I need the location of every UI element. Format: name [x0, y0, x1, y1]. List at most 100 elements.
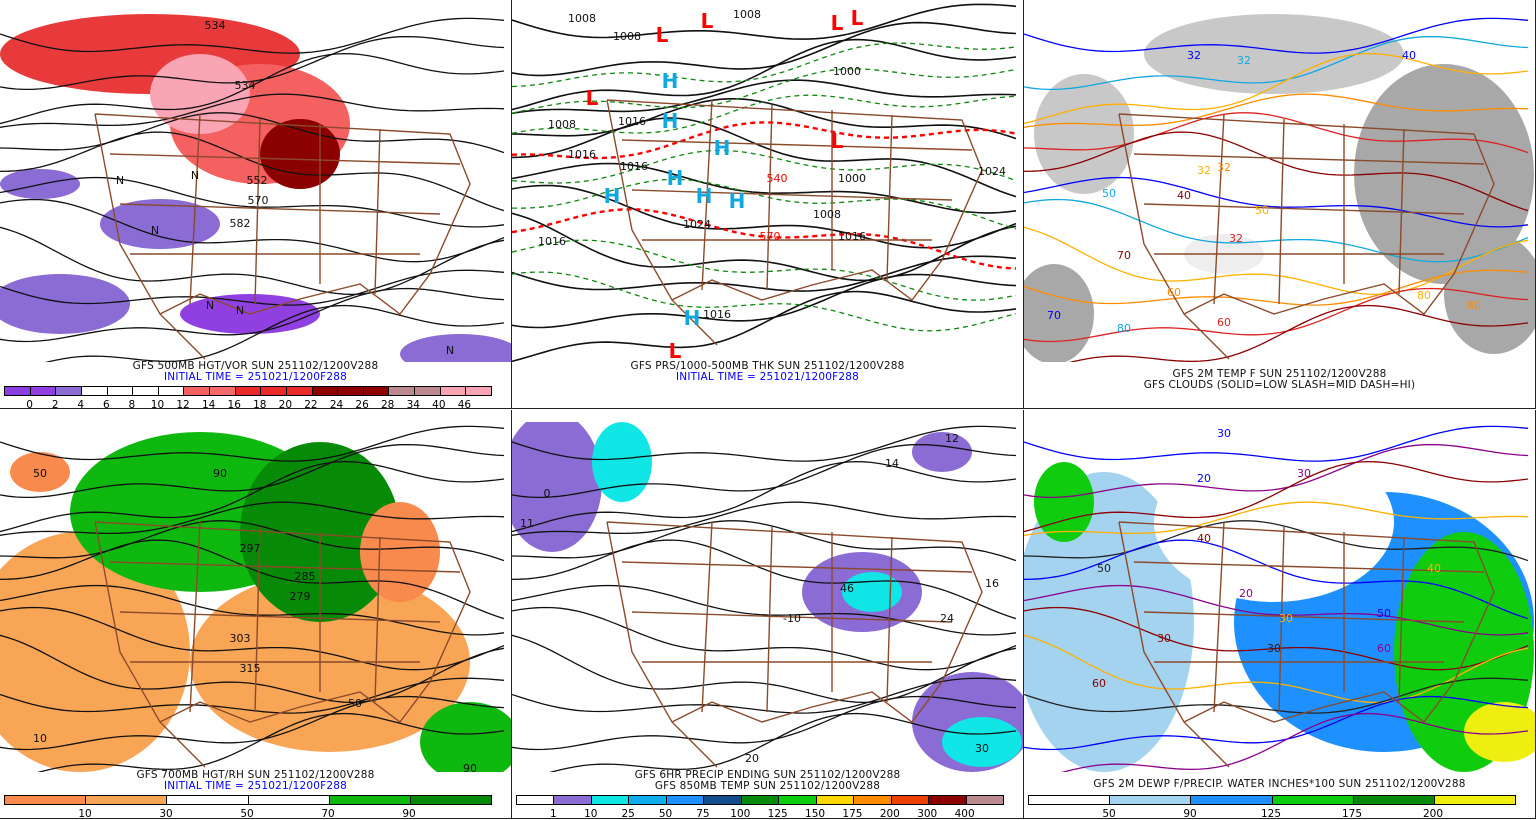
- shaded-region: [1354, 64, 1534, 284]
- colorbar-tick-label: 90: [402, 808, 416, 820]
- colorbar-tick-label: 8: [128, 399, 136, 411]
- contour-label: 50: [1102, 187, 1116, 200]
- contour-line: [0, 176, 505, 228]
- contour-line: [0, 460, 505, 533]
- colorbar-tick-label: 200: [879, 808, 900, 820]
- contour-label: 80: [1417, 289, 1431, 302]
- contour-line: [1024, 35, 1529, 91]
- contour-line: [1024, 198, 1529, 263]
- colorbar-tick-label: 4: [77, 399, 85, 411]
- panel-mslp-thickness: 1008 1008 1008 1008 1016 1016 1016 1016 1016 1016…: [512, 0, 1024, 409]
- contour-label: 70: [1117, 249, 1131, 262]
- map-2m-dewp-pwat: 30 30 30 30 30 20 20 40 40 50 50 60 60: [1024, 422, 1535, 772]
- contour-label: 1000: [833, 65, 861, 78]
- shaded-region: [1034, 74, 1134, 194]
- colorbar-segment: [440, 387, 467, 395]
- state-boundaries: [94, 113, 471, 360]
- contour-line: [1024, 52, 1529, 125]
- colorbar-tick-label: 10: [584, 808, 598, 820]
- thickness-line: [512, 68, 1017, 114]
- shaded-region: [1464, 702, 1535, 762]
- contour-label: 32: [1217, 161, 1231, 174]
- contour-label: 30: [1157, 632, 1171, 645]
- thickness-line: [512, 149, 1017, 184]
- contour-label: 1016: [703, 308, 731, 321]
- contour-label: 40: [1197, 532, 1211, 545]
- shaded-region: [512, 422, 602, 552]
- shaded-region: [400, 334, 511, 362]
- colorbar-segment: [466, 387, 491, 395]
- colorbar-tick-label: 12: [176, 399, 190, 411]
- map-caption: GFS 2M DEWP F/PRECIP. WATER INCHES*100 S…: [1093, 778, 1466, 790]
- colorbar-tick-label: 1: [550, 808, 557, 820]
- thickness-line: [512, 42, 1017, 88]
- contour-label: 20: [1239, 587, 1253, 600]
- colorbar-tick-label: 100: [730, 808, 751, 820]
- high-pressure-marker: H: [714, 136, 731, 160]
- colorbar-tick-label: 400: [954, 808, 975, 820]
- colorbar-tick-label: 28: [380, 399, 395, 411]
- map-700mb-hgt-rh: 279 285 297 303 315 50 50 90 90 10: [0, 422, 511, 772]
- contour-label: 285: [295, 570, 316, 583]
- contour-label: 60: [1167, 286, 1181, 299]
- contour-label: 40: [1177, 189, 1191, 202]
- contour-line: [1024, 695, 1529, 751]
- contour-label: 46: [840, 582, 854, 595]
- thickness-line: [512, 121, 1017, 160]
- contour-line: [1024, 443, 1529, 499]
- colorbar-segment: [741, 796, 780, 804]
- colorbar-segment: [210, 387, 236, 395]
- panel-500mb-hgt-vor: 534 534 552 570 582 N N N N N N GFS 500MB HGT/VOR S…: [0, 0, 512, 411]
- contour-label: 70: [1047, 309, 1061, 322]
- colorbar-segment: [5, 796, 87, 804]
- contour-label: N: [446, 344, 454, 357]
- initial-time: INITIAL TIME = 251021/1200F288: [163, 371, 348, 383]
- contour-line: [37, 712, 505, 772]
- contour-line: [0, 198, 505, 263]
- colorbar-tick-label: 175: [842, 808, 863, 820]
- contour-label: 30: [1217, 427, 1231, 440]
- shaded-region: [0, 274, 130, 334]
- contour-line: [0, 269, 505, 306]
- colorbar-ticks: 0 2 4 6 8 10 12 14 16 18 20 22 24 26 28 34 40 46: [4, 399, 492, 411]
- contour-label: 1016: [538, 235, 566, 248]
- contour-line: [512, 98, 1017, 140]
- shaded-region: [942, 717, 1022, 767]
- contour-line: [1024, 131, 1529, 212]
- panel-6hr-precip-850-temp: 12 14 16 24 30 46 11 0 -10 20 GFS 6HR PRECIP ENDIN…: [512, 410, 1024, 820]
- colorbar-segment: [891, 796, 930, 804]
- colorbar-tick-label: 70: [321, 808, 335, 820]
- contour-line: [512, 273, 1017, 329]
- contour-line: [0, 520, 505, 562]
- contour-label: N: [206, 299, 214, 312]
- contour-label: N: [191, 169, 199, 182]
- initial-time: INITIAL TIME = 251021/1200F288: [675, 371, 860, 383]
- colorbar-tick-label: 125: [1260, 808, 1282, 820]
- contour-line: [512, 162, 1017, 214]
- contour-line: [1024, 460, 1529, 533]
- contour-line: [0, 17, 505, 54]
- colorbar-segment: [286, 387, 313, 395]
- contour-line: [1024, 425, 1529, 462]
- colorbar-segment: [1191, 796, 1273, 804]
- colorbar-segment: [1353, 796, 1435, 804]
- map-caption: GFS 6HR PRECIP ENDING SUN 251102/1200V28…: [634, 769, 901, 781]
- contour-label: 20: [1197, 472, 1211, 485]
- contour-label: 50: [348, 697, 362, 710]
- colorbar-tick-label: 10: [150, 399, 165, 411]
- contour-label: 90: [463, 762, 477, 772]
- map-caption: GFS 2M TEMP F SUN 251102/1200V288: [1172, 368, 1387, 380]
- contour-line: [0, 539, 505, 620]
- contour-line: [44, 304, 505, 362]
- contour-line: [0, 35, 505, 91]
- colorbar-ticks: 10 30 50 70 90: [4, 808, 492, 820]
- contour-label: 1008: [613, 30, 641, 43]
- colorbar-segment: [235, 387, 262, 395]
- contour-label: 32: [1187, 49, 1201, 62]
- contour-label: N: [236, 304, 244, 317]
- contour-line: [1024, 17, 1529, 54]
- colorbar-segment: [779, 796, 817, 804]
- contour-label: 50: [1255, 204, 1269, 217]
- high-pressure-marker: H: [662, 69, 679, 93]
- thickness-line: [512, 208, 1017, 270]
